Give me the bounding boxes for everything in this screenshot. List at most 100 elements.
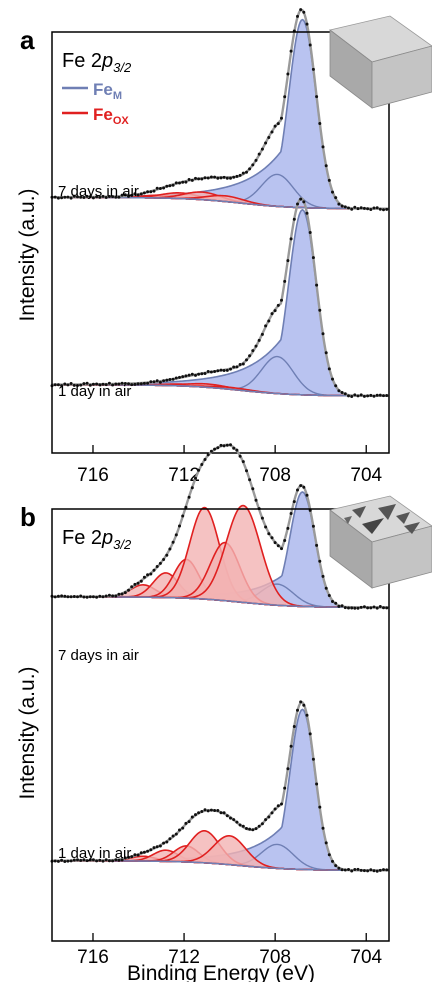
data-point xyxy=(213,370,217,373)
data-point xyxy=(63,195,67,199)
data-point xyxy=(289,744,293,748)
data-point xyxy=(203,176,207,180)
data-point xyxy=(197,468,201,472)
data-point xyxy=(273,124,277,128)
data-point xyxy=(171,377,175,381)
data-point xyxy=(181,826,185,830)
data-point xyxy=(184,180,188,184)
data-point xyxy=(276,303,280,307)
data-point xyxy=(174,832,178,836)
spectrum-label-a-1day: 1 day in air xyxy=(58,383,131,400)
data-point xyxy=(69,382,73,385)
data-point xyxy=(130,383,134,387)
data-point xyxy=(343,205,347,209)
data-point xyxy=(107,859,111,863)
data-point xyxy=(321,826,325,830)
data-point xyxy=(321,574,325,578)
data-point xyxy=(334,196,338,200)
data-point xyxy=(270,536,274,540)
data-point xyxy=(165,378,169,382)
data-point xyxy=(111,195,115,199)
x-ticks-a: 716 712 708 704 xyxy=(77,445,383,486)
data-point xyxy=(385,606,389,610)
data-point xyxy=(184,821,188,825)
data-point xyxy=(327,178,331,182)
data-point xyxy=(222,444,226,448)
data-point xyxy=(264,324,268,328)
x-tick-label-a-716: 716 xyxy=(77,465,109,486)
data-point xyxy=(197,372,201,376)
data-point xyxy=(174,181,178,185)
data-point xyxy=(127,194,130,198)
data-point xyxy=(305,713,309,717)
data-point xyxy=(158,380,162,384)
data-point xyxy=(267,319,271,323)
data-point xyxy=(245,170,248,174)
data-point xyxy=(350,207,354,211)
data-point xyxy=(238,173,242,177)
data-point xyxy=(222,175,226,179)
spectrum-b-0 xyxy=(50,443,390,610)
data-point xyxy=(337,866,341,870)
data-point xyxy=(95,595,99,599)
data-point xyxy=(257,152,261,156)
data-point xyxy=(88,858,92,862)
data-point xyxy=(232,446,236,450)
data-point xyxy=(311,256,315,260)
data-point xyxy=(200,372,204,376)
data-point xyxy=(289,512,293,515)
data-point xyxy=(375,869,379,873)
data-point xyxy=(187,178,191,181)
data-point xyxy=(283,279,287,283)
data-point xyxy=(162,379,166,383)
data-point xyxy=(318,308,322,312)
data-point xyxy=(88,383,92,387)
data-point xyxy=(302,485,306,489)
data-point xyxy=(190,815,194,819)
data-point xyxy=(104,594,108,598)
data-point xyxy=(343,868,347,872)
data-point xyxy=(95,195,99,199)
data-point xyxy=(280,547,283,551)
panel-title-b: Fe 2p3/2 xyxy=(62,527,132,552)
data-point xyxy=(340,604,344,608)
data-point xyxy=(213,809,217,812)
data-point xyxy=(184,505,188,509)
data-point xyxy=(251,163,255,167)
data-point xyxy=(162,841,166,845)
data-point xyxy=(241,824,245,828)
data-point xyxy=(375,393,379,397)
data-point xyxy=(149,190,153,194)
data-point xyxy=(270,312,274,316)
data-point xyxy=(362,869,366,873)
flat-sample-schematic xyxy=(329,15,432,109)
data-point xyxy=(248,354,252,358)
data-point xyxy=(95,382,99,386)
spectrum-label-b-7days: 7 days in air xyxy=(58,647,139,664)
data-point xyxy=(235,365,239,369)
spectrum-a-1 xyxy=(50,197,390,398)
data-point xyxy=(292,725,296,728)
data-point xyxy=(353,393,357,397)
data-point xyxy=(82,595,86,599)
data-point xyxy=(347,606,350,610)
x-ticks-b: 716 712 708 704 xyxy=(77,933,383,968)
data-point xyxy=(260,822,264,826)
data-point xyxy=(190,178,194,182)
data-point xyxy=(117,592,121,596)
data-point xyxy=(219,443,223,447)
data-point xyxy=(60,858,64,862)
data-point xyxy=(168,547,172,551)
data-point xyxy=(238,823,242,827)
data-point xyxy=(114,594,118,598)
data-point xyxy=(117,195,121,199)
data-point xyxy=(382,606,385,610)
x-tick-label-a-712: 712 xyxy=(168,465,200,486)
data-point xyxy=(146,190,150,194)
data-point xyxy=(382,208,385,212)
data-point xyxy=(66,595,70,599)
data-point xyxy=(369,208,373,211)
data-point xyxy=(292,500,296,504)
data-point xyxy=(56,196,60,200)
data-point xyxy=(155,845,159,849)
